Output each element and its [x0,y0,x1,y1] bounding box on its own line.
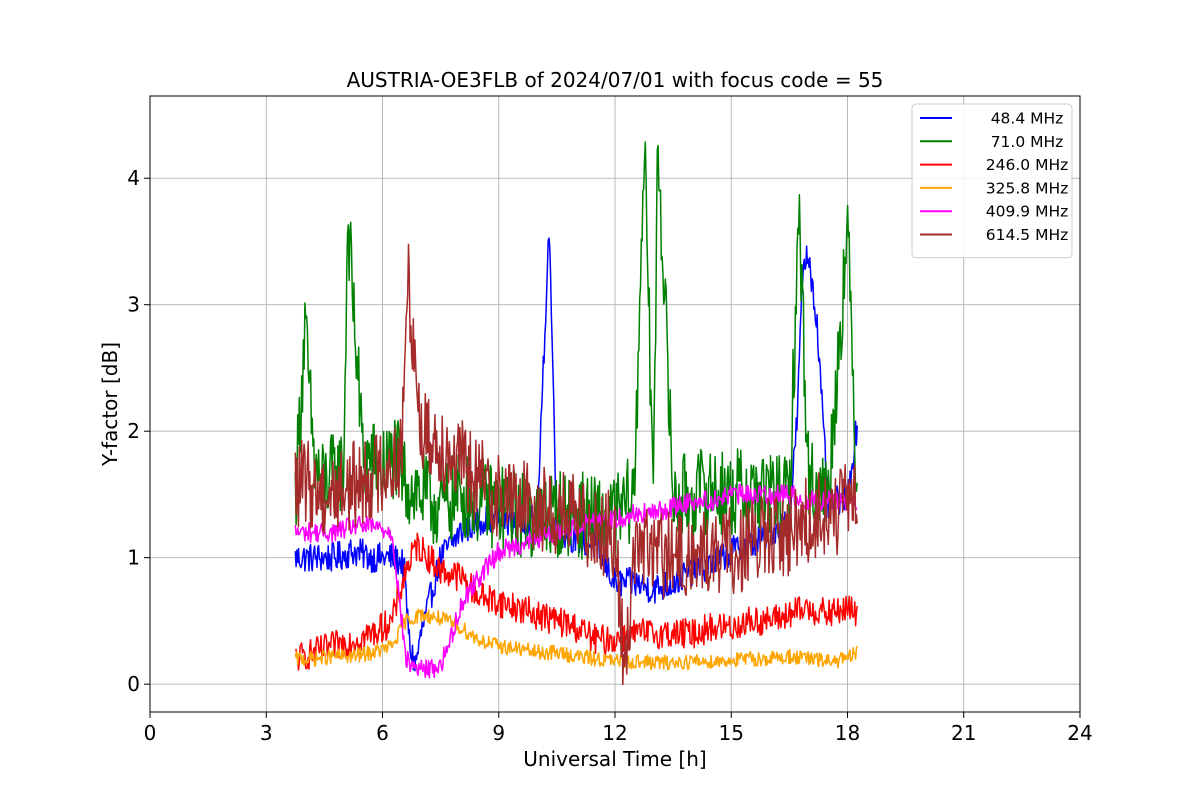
y-tick-label: 3 [127,293,140,317]
legend-label: 325.8 MHz [986,179,1068,197]
x-tick-label: 21 [951,721,976,745]
x-axis-label: Universal Time [h] [523,747,706,771]
legend: 48.4 MHz 71.0 MHz 246.0 MHz 325.8 MHz 409.9 … [911,103,1073,259]
y-axis-label: Y-factor [dB] [98,342,122,467]
legend-label: 409.9 MHz [986,203,1068,221]
x-axis: 0 3 6 9 12 15 18 21 24 [144,712,1093,745]
series-line [294,243,858,686]
plot-series [294,127,858,686]
y-tick-label: 2 [127,419,140,443]
legend-box [911,103,1073,259]
x-tick-label: 15 [719,721,744,745]
series-group [294,532,858,671]
x-tick-label: 0 [144,721,157,745]
y-tick-label: 1 [127,546,140,570]
x-tick-label: 3 [260,721,273,745]
y-tick-label: 0 [127,672,140,696]
x-tick-label: 18 [835,721,860,745]
legend-label: 71.0 MHz [991,133,1064,151]
series-line [294,608,858,671]
series-line [294,532,858,671]
x-tick-label: 6 [376,721,389,745]
y-tick-label: 4 [127,166,140,190]
series-group [294,243,858,686]
legend-label: 48.4 MHz [991,110,1064,128]
x-tick-label: 9 [492,721,505,745]
series-group [294,608,858,671]
legend-label: 246.0 MHz [986,156,1068,174]
y-axis: 0 1 2 3 4 [127,166,150,696]
x-tick-label: 12 [602,721,627,745]
x-tick-label: 24 [1067,721,1092,745]
legend-label: 614.5 MHz [986,226,1068,244]
chart-title: AUSTRIA-OE3FLB of 2024/07/01 with focus … [347,68,884,92]
